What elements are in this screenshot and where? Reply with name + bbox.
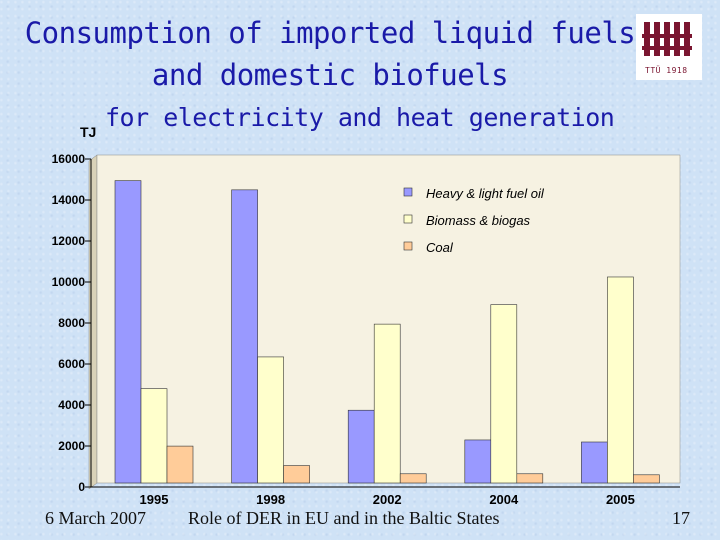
bar-heavy-light-fuel-oil-2002 xyxy=(347,409,375,484)
bar-coal-2004 xyxy=(516,473,544,484)
y-tick-label: 16000 xyxy=(52,152,86,166)
bar-biomass-biogas-2002 xyxy=(373,323,401,484)
bar-biomass-biogas-1998 xyxy=(257,356,284,484)
bar-coal-2002 xyxy=(399,473,427,484)
logo-text: TTÜ 1918 xyxy=(642,66,691,75)
legend-label: Heavy & light fuel oil xyxy=(426,186,545,201)
x-tick-label: 1995 xyxy=(140,492,169,507)
x-tick-label: 2004 xyxy=(489,492,519,507)
bar-heavy-light-fuel-oil-1998 xyxy=(231,189,258,484)
slide-title-line2: and domestic biofuels xyxy=(151,58,509,92)
y-tick-label: 0 xyxy=(78,480,85,494)
footer-date: 6 March 2007 xyxy=(45,508,146,528)
y-tick-label: 6000 xyxy=(58,357,85,371)
y-tick-label: 4000 xyxy=(58,398,85,412)
bar-coal-2005 xyxy=(633,474,660,484)
plot-side-wall xyxy=(88,154,98,490)
y-axis-label: TJ xyxy=(80,124,96,140)
bar-biomass-biogas-1995 xyxy=(140,388,168,484)
page-number: 17 xyxy=(672,508,690,528)
bar-biomass-biogas-2005 xyxy=(607,276,634,484)
bar-heavy-light-fuel-oil-2004 xyxy=(464,439,492,484)
x-tick-label: 2002 xyxy=(373,492,402,507)
footer-title: Role of DER in EU and in the Baltic Stat… xyxy=(188,508,500,528)
bar-heavy-light-fuel-oil-1995 xyxy=(114,180,142,484)
legend-swatch xyxy=(403,241,413,251)
legend-label: Biomass & biogas xyxy=(426,213,531,228)
bar-coal-1998 xyxy=(283,465,310,484)
bar-heavy-light-fuel-oil-2005 xyxy=(581,441,608,484)
y-tick-label: 10000 xyxy=(52,275,86,289)
bar-coal-1995 xyxy=(166,445,194,484)
y-tick-label: 14000 xyxy=(52,193,86,207)
slide-title-line1: Consumption of imported liquid fuels xyxy=(24,16,636,50)
x-tick-label: 1998 xyxy=(256,492,285,507)
legend-swatch xyxy=(403,187,413,197)
legend-swatch xyxy=(403,214,413,224)
y-tick-label: 2000 xyxy=(58,439,85,453)
legend-label: Coal xyxy=(426,240,454,255)
x-tick-label: 2005 xyxy=(606,492,635,507)
y-tick-label: 12000 xyxy=(52,234,86,248)
y-tick-label: 8000 xyxy=(58,316,85,330)
bar-biomass-biogas-2004 xyxy=(490,304,518,484)
slide-subtitle: for electricity and heat generation xyxy=(105,103,615,132)
